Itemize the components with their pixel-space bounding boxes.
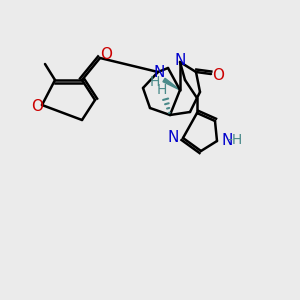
Text: N: N [221, 133, 233, 148]
Text: O: O [212, 68, 224, 83]
Text: H: H [150, 74, 160, 88]
Polygon shape [163, 78, 180, 90]
Text: N: N [153, 65, 165, 80]
Text: -H: -H [227, 134, 243, 148]
Text: O: O [100, 47, 112, 62]
Text: O: O [31, 99, 43, 114]
Text: H: H [157, 83, 167, 98]
Text: N: N [167, 130, 179, 145]
Text: N: N [174, 53, 186, 68]
